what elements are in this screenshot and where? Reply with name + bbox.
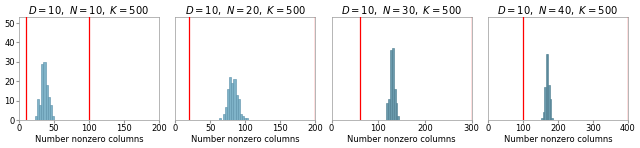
Bar [388,99,390,120]
Bar [541,118,543,120]
Bar [546,54,547,120]
Bar [227,89,229,120]
Bar [50,105,52,120]
Bar [37,99,39,120]
Bar [52,116,54,120]
Bar [229,77,231,120]
Bar [390,50,392,120]
X-axis label: Number nonzero columns: Number nonzero columns [35,135,143,144]
Bar [551,118,552,120]
Bar [544,87,546,120]
Bar [392,48,394,120]
Bar [386,103,388,120]
Bar [547,54,548,120]
Bar [394,89,396,120]
Title: $D = 10,\ N = 10,\ K = 500$: $D = 10,\ N = 10,\ K = 500$ [29,4,150,17]
Bar [246,118,248,120]
X-axis label: Number nonzero columns: Number nonzero columns [191,135,300,144]
Bar [35,116,37,120]
Bar [234,79,236,120]
Bar [396,103,397,120]
Bar [223,114,225,120]
Bar [548,85,550,120]
Bar [240,114,242,120]
Bar [543,112,544,120]
Bar [397,116,399,120]
Bar [242,116,244,120]
Bar [237,99,240,120]
Bar [42,64,44,120]
Bar [236,95,237,120]
X-axis label: Number nonzero columns: Number nonzero columns [504,135,612,144]
Bar [48,97,50,120]
Bar [39,105,42,120]
Bar [44,62,45,120]
Bar [244,118,246,120]
Bar [225,107,227,120]
X-axis label: Number nonzero columns: Number nonzero columns [348,135,456,144]
Bar [231,83,234,120]
Title: $D = 10,\ N = 20,\ K = 500$: $D = 10,\ N = 20,\ K = 500$ [185,4,306,17]
Title: $D = 10,\ N = 30,\ K = 500$: $D = 10,\ N = 30,\ K = 500$ [341,4,462,17]
Bar [219,118,221,120]
Title: $D = 10,\ N = 40,\ K = 500$: $D = 10,\ N = 40,\ K = 500$ [497,4,618,17]
Bar [45,85,48,120]
Bar [550,99,551,120]
